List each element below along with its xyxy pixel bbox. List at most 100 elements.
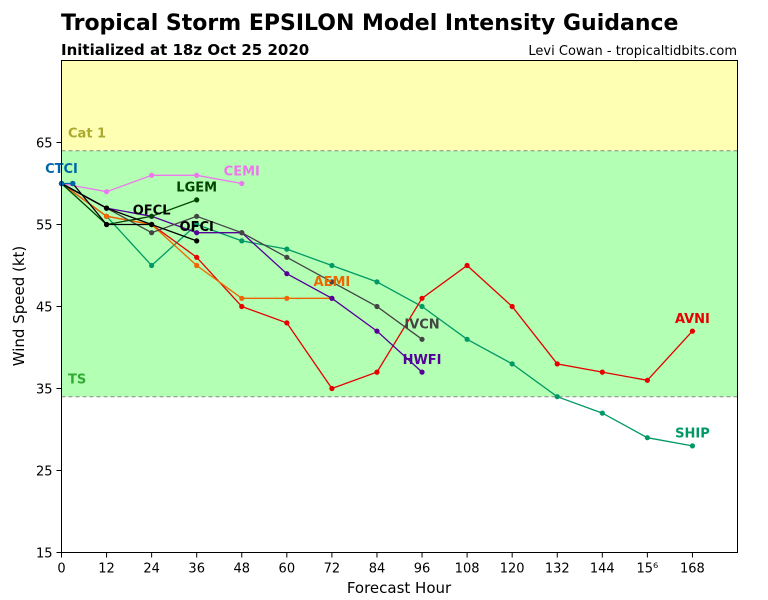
point-avni-72 <box>329 385 335 392</box>
x-tick-label-84: 84 <box>369 562 386 577</box>
x-tick-label-168: 168 <box>680 562 705 577</box>
point-ship-108 <box>464 336 470 342</box>
x-tick-label-24: 24 <box>143 562 160 577</box>
series-label-ofci: OFCI <box>180 220 214 235</box>
band-label-ts: TS <box>68 373 86 388</box>
series-label-ofcl: OFCL <box>133 204 171 219</box>
x-tick-label-132: 132 <box>545 562 570 577</box>
point-ivcn-84 <box>374 303 380 310</box>
intensity-bands: TS Cat 1 <box>61 60 738 398</box>
series-label-ship: SHIP <box>675 427 710 442</box>
point-hwfi-96 <box>419 369 425 375</box>
point-avni-36 <box>194 254 200 260</box>
point-lgem-36 <box>194 197 200 203</box>
y-tick-label-55: 55 <box>36 219 53 234</box>
series-label-cemi: CEMI <box>224 164 260 179</box>
y-axis-ticks: 15 25 35 45 55 65 <box>36 137 62 562</box>
point-hwfi-84 <box>374 328 380 334</box>
band-cat-1 <box>61 60 738 151</box>
point-ship-144 <box>599 410 605 416</box>
point-cemi-24 <box>149 172 155 178</box>
point-avni-60 <box>284 320 290 326</box>
point-ship-96 <box>419 303 425 310</box>
x-tick-label-156: 15⁶ <box>636 562 658 577</box>
point-avni-144 <box>599 369 605 375</box>
point-ship-72 <box>329 262 335 269</box>
y-tick-label-15: 15 <box>36 547 53 562</box>
y-tick-label-65: 65 <box>36 137 53 152</box>
point-ivcn-60 <box>284 254 290 260</box>
point-avni-48 <box>239 303 245 310</box>
point-ctci-3 <box>70 180 76 187</box>
point-ship-120 <box>509 361 515 367</box>
point-avni-120 <box>509 303 515 310</box>
chart-subtitle: Initialized at 18z Oct 25 2020 <box>61 41 309 59</box>
point-ivcn-72 <box>329 279 335 285</box>
y-tick-label-25: 25 <box>36 465 53 480</box>
x-tick-label-108: 108 <box>455 562 480 577</box>
band-ts <box>61 150 738 397</box>
series-ctci <box>58 180 76 187</box>
x-tick-label-36: 36 <box>188 562 205 577</box>
point-hwfi-60 <box>284 271 290 277</box>
x-tick-label-144: 144 <box>590 562 615 577</box>
point-ship-48 <box>239 238 245 244</box>
series-label-avni: AVNI <box>675 312 710 327</box>
point-ship-24 <box>149 262 155 269</box>
point-ship-60 <box>284 246 290 252</box>
point-avni-108 <box>464 262 470 269</box>
point-ivcn-36 <box>194 213 200 219</box>
chart-credit: Levi Cowan - tropicaltidbits.com <box>528 44 737 59</box>
series-line-lgem <box>61 183 197 226</box>
point-ivcn-48 <box>239 230 245 236</box>
point-ship-132 <box>554 394 560 400</box>
band-label-cat-1: Cat 1 <box>68 127 106 142</box>
point-aemi-60 <box>284 295 290 301</box>
x-tick-label-48: 48 <box>233 562 250 577</box>
point-ship-36 <box>194 221 200 228</box>
x-tick-label-12: 12 <box>98 562 115 577</box>
point-ivcn-96 <box>419 336 425 342</box>
point-cemi-48 <box>239 180 245 187</box>
point-ofci-12 <box>103 221 110 228</box>
point-ofci-36 <box>194 238 200 244</box>
point-aemi-48 <box>239 295 245 301</box>
series-layer <box>58 172 696 449</box>
point-hwfi-72 <box>329 295 335 301</box>
point-cemi-36 <box>194 172 200 178</box>
x-tick-label-60: 60 <box>279 562 296 577</box>
point-lgem-24 <box>149 213 155 219</box>
y-tick-label-35: 35 <box>36 383 53 398</box>
point-avni-96 <box>419 295 425 301</box>
point-aemi-12 <box>103 213 110 219</box>
x-tick-label-120: 120 <box>500 562 525 577</box>
x-axis-ticks: 0 12 24 36 48 60 72 84 96 108 120 132 144 15⁶ 168 <box>57 552 705 577</box>
series-label-lgem: LGEM <box>176 181 217 196</box>
x-tick-label-0: 0 <box>57 562 65 577</box>
point-ofcl-12 <box>103 205 110 211</box>
series-label-ivcn: IVCN <box>404 318 439 333</box>
point-ofci-24 <box>149 221 155 228</box>
series-label-aemi: AEMI <box>314 275 351 290</box>
point-aemi-36 <box>194 262 200 269</box>
x-tick-label-72: 72 <box>324 562 341 577</box>
point-ivcn-24 <box>149 230 155 236</box>
x-axis-label: Forecast Hour <box>347 579 452 597</box>
point-ship-84 <box>374 279 380 285</box>
point-ship-156 <box>644 435 650 441</box>
series-label-hwfi: HWFI <box>403 353 442 368</box>
point-hwfi-36 <box>194 230 200 236</box>
y-axis-label: Wind Speed (kt) <box>10 246 28 367</box>
y-tick-label-45: 45 <box>36 301 53 316</box>
x-tick-label-96: 96 <box>414 562 431 577</box>
point-avni-156 <box>644 377 650 383</box>
point-avni-84 <box>374 369 380 375</box>
chart-title: Tropical Storm EPSILON Model Intensity G… <box>61 11 678 36</box>
point-cemi-12 <box>103 189 110 195</box>
point-avni-132 <box>554 361 560 367</box>
series-line-ofci <box>72 183 197 242</box>
point-avni-168 <box>689 328 696 334</box>
point-ship-168 <box>689 443 696 449</box>
